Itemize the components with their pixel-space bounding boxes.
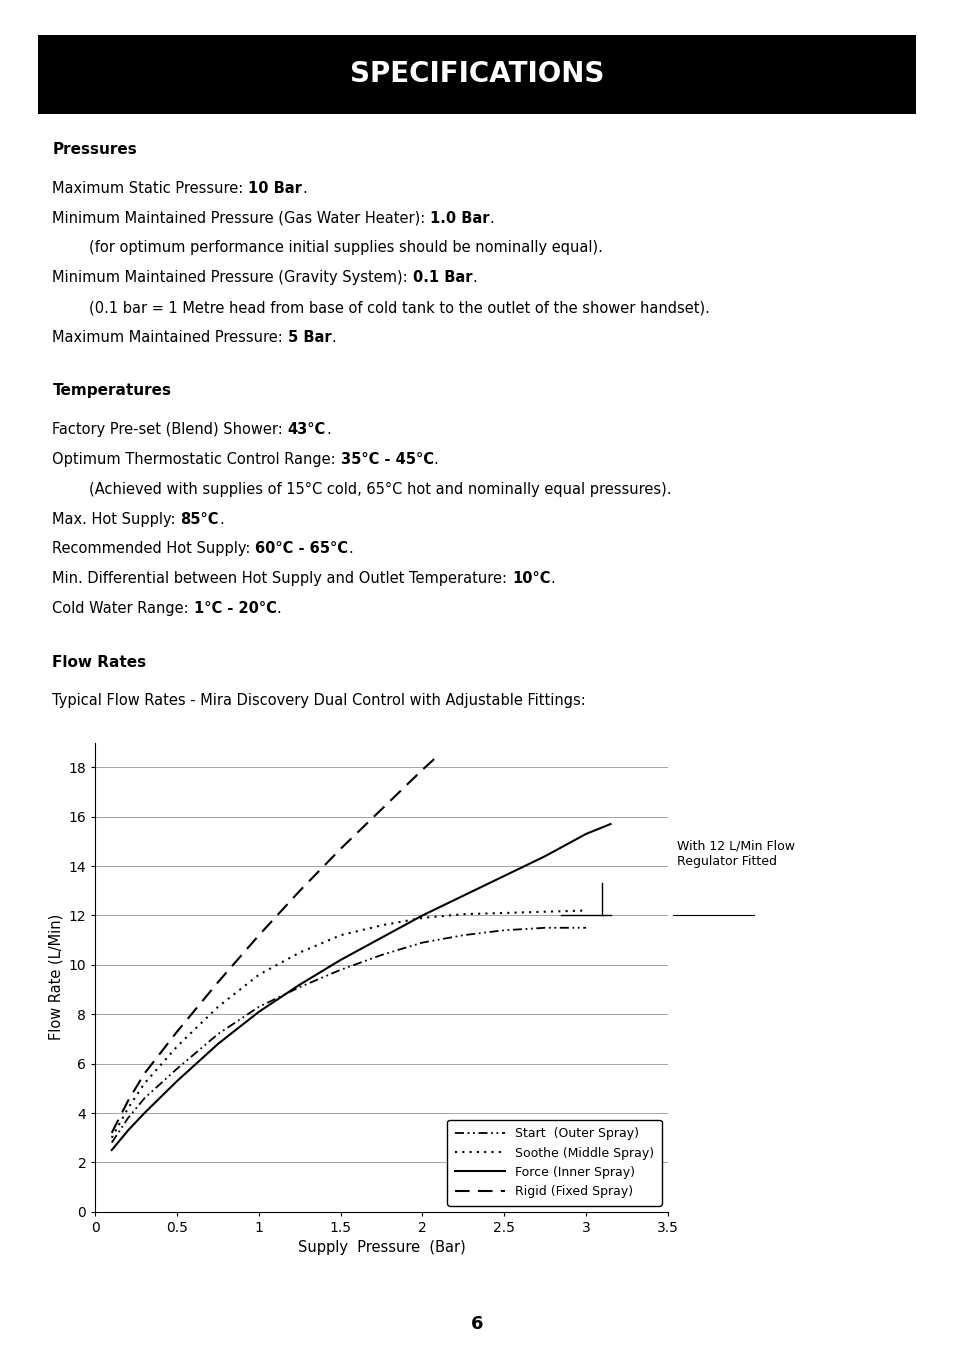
Text: Maximum Maintained Pressure:: Maximum Maintained Pressure: <box>52 330 288 345</box>
Text: Typical Flow Rates - Mira Discovery Dual Control with Adjustable Fittings:: Typical Flow Rates - Mira Discovery Dual… <box>52 693 585 708</box>
Text: 10 Bar: 10 Bar <box>248 181 302 196</box>
Text: (for optimum performance initial supplies should be nominally equal).: (for optimum performance initial supplie… <box>52 241 602 256</box>
Text: 10°C: 10°C <box>512 571 550 586</box>
Text: .: . <box>219 512 224 527</box>
Text: .: . <box>326 422 331 437</box>
Text: .: . <box>434 452 438 467</box>
Text: .: . <box>550 571 555 586</box>
Text: .: . <box>302 181 307 196</box>
Text: 0.1 Bar: 0.1 Bar <box>413 271 472 286</box>
Text: Minimum Maintained Pressure (Gravity System):: Minimum Maintained Pressure (Gravity Sys… <box>52 271 413 286</box>
Text: .: . <box>348 542 353 556</box>
Text: (Achieved with supplies of 15°C cold, 65°C hot and nominally equal pressures).: (Achieved with supplies of 15°C cold, 65… <box>52 482 671 497</box>
Text: Optimum Thermostatic Control Range:: Optimum Thermostatic Control Range: <box>52 452 340 467</box>
Text: Maximum Static Pressure:: Maximum Static Pressure: <box>52 181 248 196</box>
Text: .: . <box>472 271 476 286</box>
Text: Cold Water Range:: Cold Water Range: <box>52 601 193 616</box>
Text: 1°C - 20°C: 1°C - 20°C <box>193 601 276 616</box>
Text: Flow Rates: Flow Rates <box>52 654 147 669</box>
Text: .: . <box>276 601 281 616</box>
Text: 35°C - 45°C: 35°C - 45°C <box>340 452 434 467</box>
Text: Minimum Maintained Pressure (Gas Water Heater):: Minimum Maintained Pressure (Gas Water H… <box>52 211 430 226</box>
Text: .: . <box>489 211 494 226</box>
Text: 5 Bar: 5 Bar <box>288 330 331 345</box>
Text: 43°C: 43°C <box>288 422 326 437</box>
Text: 85°C: 85°C <box>180 512 219 527</box>
Text: 60°C - 65°C: 60°C - 65°C <box>255 542 348 556</box>
Text: 1.0 Bar: 1.0 Bar <box>430 211 489 226</box>
Text: Pressures: Pressures <box>52 142 137 157</box>
Text: (0.1 bar = 1 Metre head from base of cold tank to the outlet of the shower hands: (0.1 bar = 1 Metre head from base of col… <box>52 301 710 315</box>
X-axis label: Supply  Pressure  (Bar): Supply Pressure (Bar) <box>297 1240 465 1255</box>
Text: Temperatures: Temperatures <box>52 383 172 398</box>
Text: Factory Pre-set (Blend) Shower:: Factory Pre-set (Blend) Shower: <box>52 422 288 437</box>
Text: 6: 6 <box>470 1315 483 1334</box>
Text: With 12 L/Min Flow
Regulator Fitted: With 12 L/Min Flow Regulator Fitted <box>677 839 795 868</box>
Text: Max. Hot Supply:: Max. Hot Supply: <box>52 512 180 527</box>
Y-axis label: Flow Rate (L/Min): Flow Rate (L/Min) <box>48 914 63 1040</box>
Text: SPECIFICATIONS: SPECIFICATIONS <box>350 61 603 88</box>
Text: Recommended Hot Supply:: Recommended Hot Supply: <box>52 542 255 556</box>
Legend: Start  (Outer Spray), Soothe (Middle Spray), Force (Inner Spray), Rigid (Fixed S: Start (Outer Spray), Soothe (Middle Spra… <box>447 1120 660 1205</box>
Text: Min. Differential between Hot Supply and Outlet Temperature:: Min. Differential between Hot Supply and… <box>52 571 512 586</box>
Text: .: . <box>331 330 335 345</box>
